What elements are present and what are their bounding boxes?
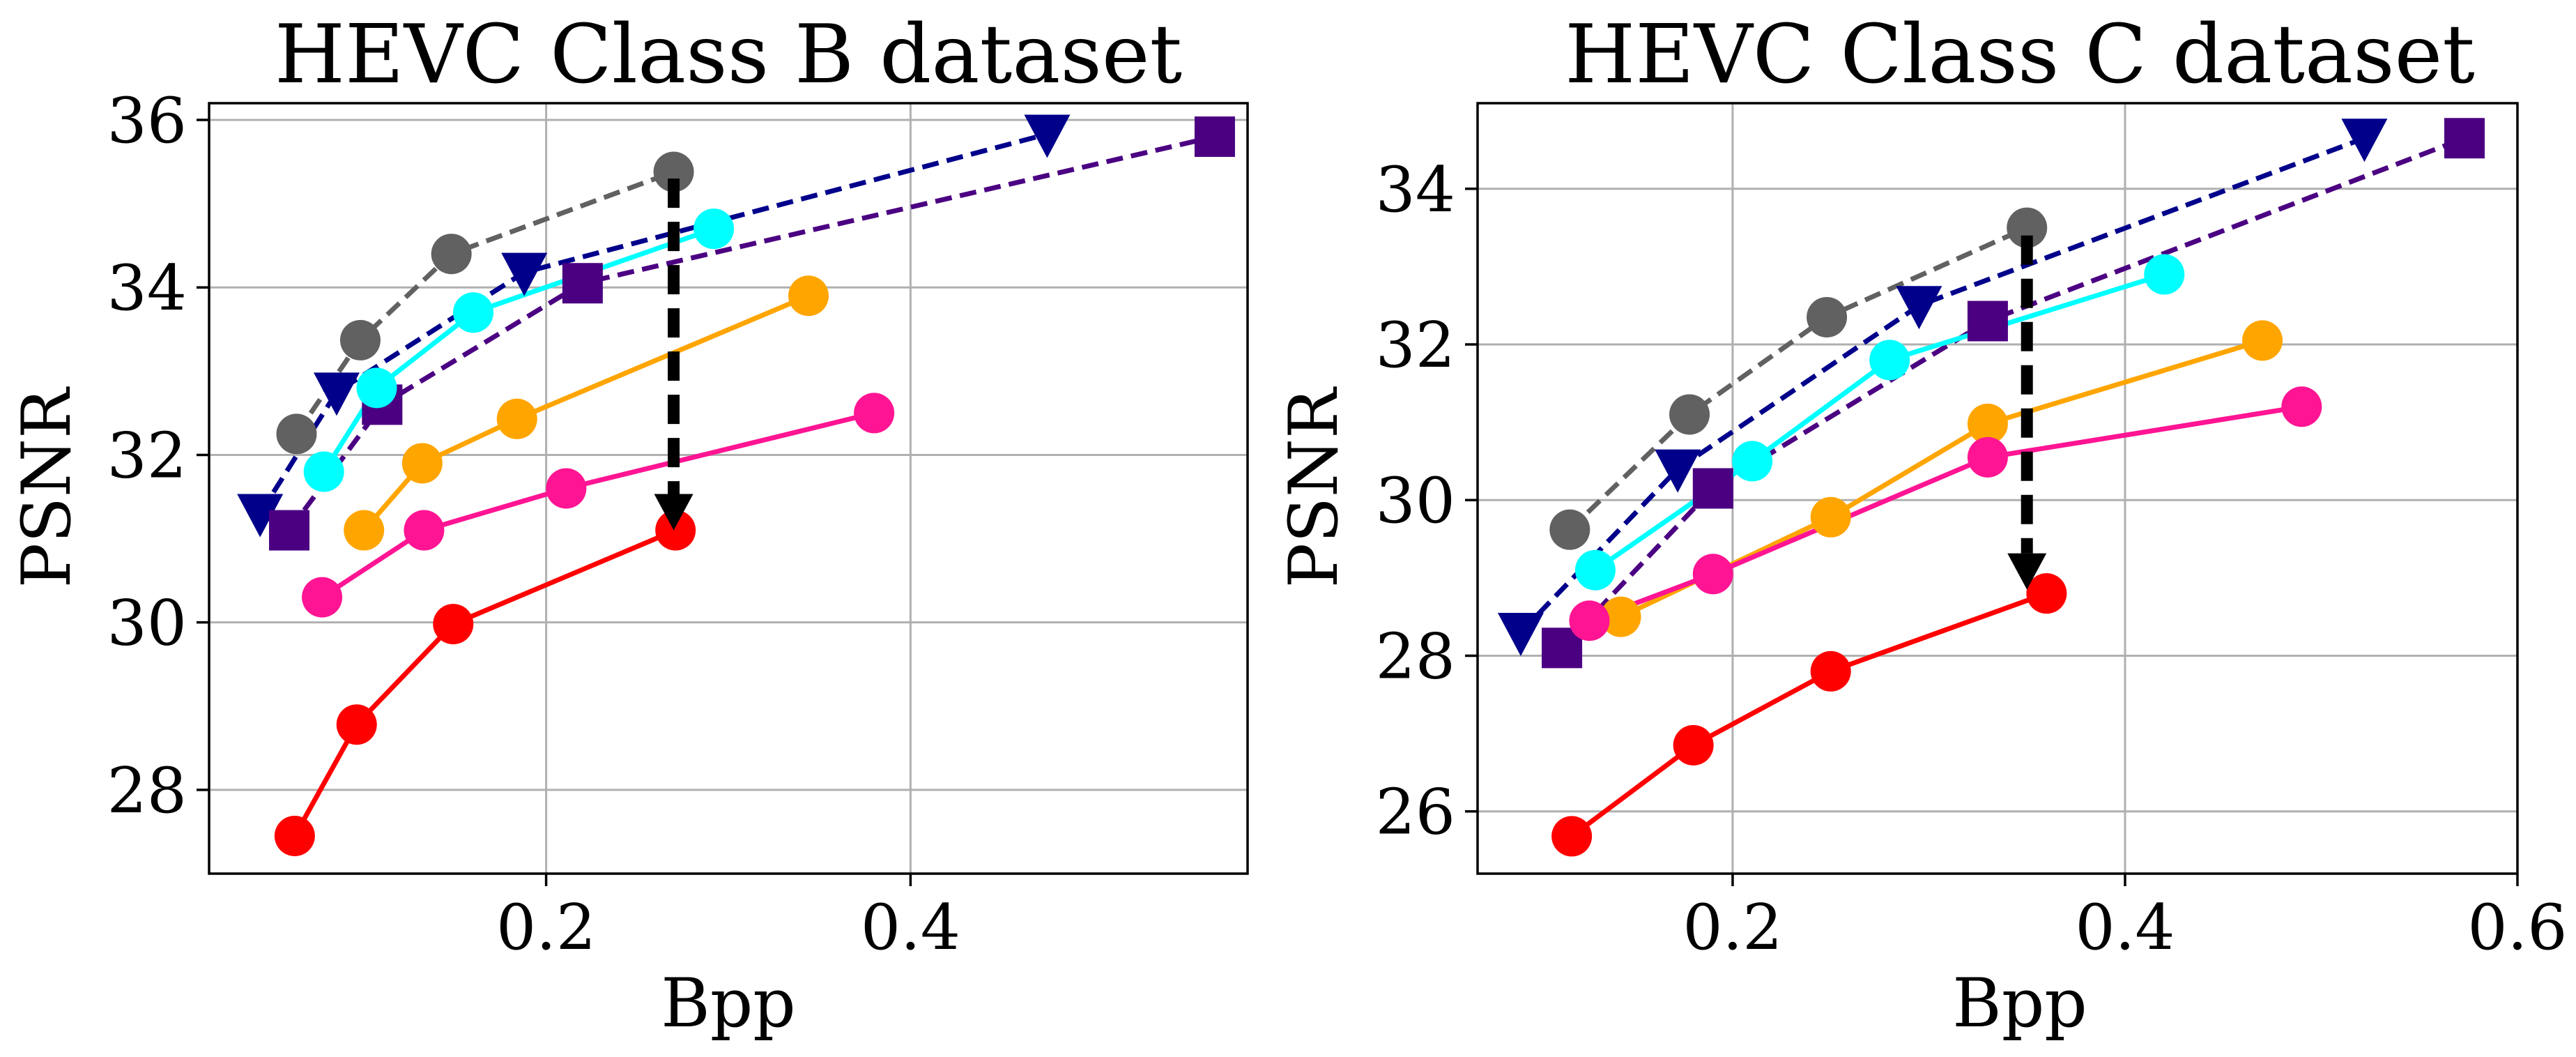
data-point-navy [1655, 449, 1701, 493]
data-point-purple [2444, 118, 2485, 159]
data-point-pink [1569, 600, 1610, 641]
y-tick-label: 36 [107, 84, 187, 158]
data-point-cyan [1732, 441, 1773, 482]
data-point-gray [653, 151, 694, 192]
arrow-head [654, 494, 693, 531]
x-tick-label: 0.6 [2467, 891, 2567, 964]
data-point-cyan [693, 208, 735, 250]
y-tick-label: 26 [1375, 776, 1455, 849]
data-point-pink [2281, 386, 2322, 427]
data-point-gray [339, 319, 381, 360]
data-point-gray [2007, 207, 2048, 248]
series-line-pink [321, 411, 875, 600]
data-point-pink [404, 510, 445, 551]
data-point-red [1673, 724, 1714, 766]
data-point-navy [1497, 612, 1544, 656]
data-point-red [433, 604, 474, 645]
x-tick-label: 0.4 [2075, 891, 2175, 964]
series-line-orange [362, 294, 810, 532]
y-tick-label: 32 [107, 419, 187, 492]
ticks: 0.2 0.4 28 30 32 34 36 [107, 84, 960, 964]
data-point-navy [1896, 286, 1942, 330]
x-tick-label: 0.2 [496, 891, 596, 964]
data-point-cyan [303, 451, 344, 492]
data-point-orange [496, 398, 537, 439]
annotation-group [654, 178, 693, 531]
data-point-cyan [2144, 254, 2185, 295]
plot-frame [208, 102, 1249, 875]
data-point-orange [344, 510, 385, 551]
data-point-red [1810, 651, 1851, 692]
data-point-cyan [1574, 549, 1616, 591]
plot-frame [1476, 102, 2519, 875]
data-point-gray [276, 413, 317, 455]
data-point-red [2026, 573, 2067, 614]
series-line-red [1570, 591, 2048, 839]
data-point-navy [501, 252, 548, 296]
series-group [237, 114, 1235, 856]
data-point-pink [854, 393, 895, 434]
chart-title: HEVC Class C dataset [1565, 8, 2475, 102]
x-axis-label: Bpp [1952, 964, 2087, 1042]
data-point-purple [1194, 116, 1235, 158]
data-point-orange [2242, 320, 2283, 361]
ticks: 0.2 0.4 0.6 26 28 30 32 34 [1375, 153, 2567, 964]
x-axis-label: Bpp [661, 964, 795, 1042]
data-point-orange [401, 443, 443, 484]
data-point-purple [1692, 468, 1733, 509]
y-tick-label: 28 [1375, 620, 1455, 693]
series-line-navy [258, 132, 1048, 515]
arrow-head [2007, 553, 2047, 590]
data-point-purple [269, 510, 310, 551]
data-point-cyan [1869, 340, 1910, 381]
data-point-purple [1967, 301, 2008, 342]
series-line-cyan [1593, 272, 2165, 572]
y-tick-label: 30 [1375, 464, 1455, 538]
data-point-purple [562, 263, 603, 304]
series-line-red [292, 528, 677, 837]
data-point-cyan [356, 367, 397, 409]
annotation-group [2007, 235, 2047, 590]
data-point-red [1551, 816, 1593, 857]
data-point-pink [1967, 436, 2008, 478]
data-point-gray [1669, 394, 1710, 435]
series-line-gray [1567, 225, 2028, 532]
data-point-cyan [453, 292, 494, 333]
y-tick-label: 28 [107, 754, 187, 828]
y-axis-label: PSNR [1275, 386, 1353, 588]
data-point-orange [1810, 496, 1851, 538]
y-tick-label: 34 [1375, 153, 1455, 227]
data-point-red [274, 815, 315, 856]
y-axis-label: PSNR [8, 386, 86, 588]
y-tick-label: 32 [1375, 309, 1455, 382]
data-point-orange [1967, 403, 2008, 444]
y-tick-label: 34 [107, 252, 187, 325]
data-point-navy [1024, 114, 1071, 158]
data-point-navy [237, 494, 284, 538]
x-tick-label: 0.2 [1682, 891, 1782, 964]
data-point-pink [546, 468, 587, 509]
chart-title: HEVC Class B dataset [275, 8, 1182, 102]
data-point-gray [431, 234, 472, 275]
data-point-orange [788, 275, 829, 317]
data-point-navy [313, 372, 360, 416]
data-point-red [336, 704, 377, 745]
data-point-pink [302, 577, 343, 618]
y-tick-label: 30 [107, 587, 187, 660]
data-point-pink [1692, 554, 1733, 595]
data-point-navy [2341, 119, 2388, 162]
series-line-purple [1560, 135, 2466, 650]
series-group [1497, 118, 2485, 857]
data-point-gray [1807, 296, 1848, 337]
chart-panel-class-c: HEVC Class C dataset Bpp PSNR 0.2 0.4 0.6 2… [1275, 8, 2568, 1042]
data-point-red [655, 510, 696, 551]
x-tick-label: 0.4 [861, 891, 960, 964]
data-point-gray [1549, 509, 1590, 550]
chart-panel-class-b: HEVC Class B dataset Bpp PSNR 0.2 0.4 28 30… [8, 8, 1249, 1042]
data-point-orange [1600, 596, 1641, 637]
